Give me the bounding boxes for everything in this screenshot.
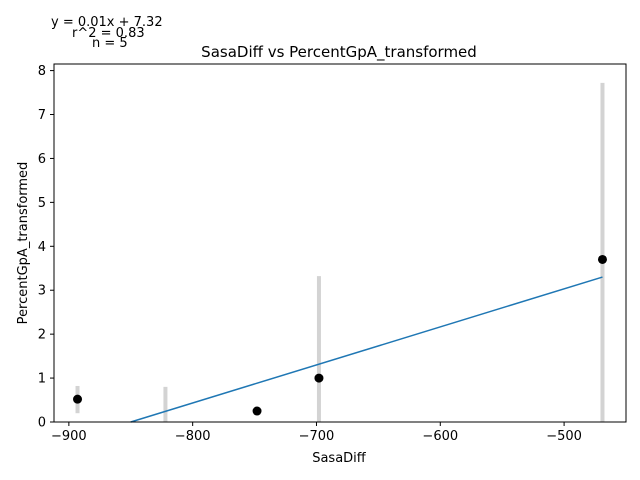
fit-line: [130, 276, 603, 423]
data-point-3: [597, 254, 607, 264]
y-tick-label-2: 2: [38, 328, 46, 343]
y-tick-label-1: 1: [38, 372, 46, 387]
y-tick-label-6: 6: [38, 152, 46, 167]
y-tick-label-0: 0: [38, 416, 46, 431]
y-tick-label-3: 3: [38, 284, 46, 299]
data-point-2: [314, 373, 324, 383]
x-axis: −900 −800 −700 −600 −500: [51, 422, 582, 444]
plot-frame: [53, 63, 627, 423]
y-tick-label-5: 5: [38, 196, 46, 211]
x-axis-label: SasaDiff: [312, 451, 367, 466]
r-squared-label: r^2 = 0.83: [72, 26, 145, 41]
equation-label: y = 0.01x + 7.32: [51, 15, 163, 30]
x-tick-label-1: −800: [175, 429, 211, 444]
x-tick-label-2: −700: [299, 429, 335, 444]
y-tick-label-8: 8: [38, 64, 46, 79]
data-point-0: [73, 394, 83, 404]
y-tick-label-7: 7: [38, 108, 46, 123]
n-count-label: n = 5: [92, 36, 128, 51]
y-tick-label-4: 4: [38, 240, 46, 255]
plot-area: [73, 82, 607, 423]
x-tick-label-4: −500: [546, 429, 582, 444]
chart-title: SasaDiff vs PercentGpA_transformed: [201, 43, 477, 62]
data-point-1: [252, 406, 262, 416]
y-axis: 0 1 2 3 4 5 6 7 8: [38, 64, 54, 431]
x-tick-label-0: −900: [51, 429, 87, 444]
equation-annotations: y = 0.01x + 7.32 r^2 = 0.83 n = 5: [51, 15, 163, 51]
x-tick-label-3: −600: [422, 429, 458, 444]
y-axis-label: PercentGpA_transformed: [16, 162, 31, 325]
